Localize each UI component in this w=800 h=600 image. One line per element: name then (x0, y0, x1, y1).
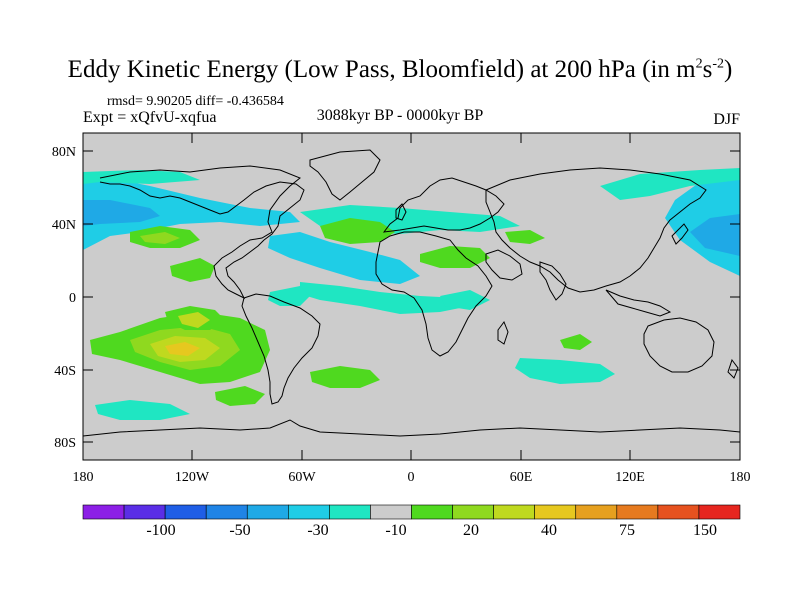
experiment-label: Expt = xQfvU-xqfua (83, 109, 217, 126)
colorbar-box (82, 504, 125, 520)
lon-label-180w: 180 (73, 470, 94, 485)
region-south-pacific-positive-peak (165, 342, 200, 356)
colorbar-boxes (82, 504, 741, 520)
region-north-pacific-core (83, 200, 160, 226)
colorbar-box (452, 504, 494, 520)
colorbar-box (616, 504, 659, 520)
colorbar-box (329, 504, 371, 520)
region-mediterranean-positive (320, 218, 395, 244)
lon-label-120w: 120W (175, 470, 210, 485)
coastline-arabia (485, 249, 523, 281)
lon-label-180e: 180 (730, 470, 751, 485)
anomaly-fields (83, 168, 740, 420)
season-label: DJF (713, 111, 740, 128)
coastline-britain (395, 203, 407, 221)
colorbar-box (411, 504, 453, 520)
coastline-africa (375, 231, 493, 357)
coastline-japan (671, 223, 689, 245)
region-subtropical-pacific-positive (170, 258, 215, 282)
region-east-pacific-negative (268, 286, 310, 306)
region-arabia-positive (505, 230, 545, 244)
lat-label-0: 0 (69, 291, 76, 306)
colorbar-box (205, 504, 248, 520)
colorbar-label-neg50: -50 (229, 522, 250, 539)
colorbar-label-neg30: -30 (307, 522, 328, 539)
colorbar-box (164, 504, 207, 520)
colorbar-label-150: 150 (693, 522, 717, 539)
lat-label-40n: 40N (52, 218, 76, 233)
coastlines (83, 149, 740, 437)
colorbar-box (493, 504, 535, 520)
colorbar-label-neg10: -10 (385, 522, 406, 539)
colorbar-box (534, 504, 577, 520)
region-north-atlantic-positive-core (140, 232, 180, 244)
region-southern-africa-negative (515, 358, 615, 384)
colorbar-box (246, 504, 289, 520)
coastline-antarctica (83, 419, 740, 437)
region-south-atlantic-negative (95, 400, 190, 420)
coastline-europe (382, 177, 505, 233)
region-southern-ocean-positive (215, 386, 265, 406)
lat-label-40s: 40S (54, 364, 76, 379)
colorbar-label-40: 40 (541, 522, 557, 539)
coastline-southeast-asia (605, 289, 672, 317)
coastline-north-america (99, 165, 305, 300)
coastline-australia (643, 317, 715, 373)
colorbar-box (698, 504, 741, 520)
lon-label-120e: 120E (615, 470, 645, 485)
region-tropical-atlantic-negative (300, 282, 470, 314)
colorbar-box (288, 504, 330, 520)
coastline-india (539, 261, 567, 301)
coastline-madagascar (497, 320, 509, 345)
region-arctic-negative (83, 170, 200, 184)
region-north-atlantic-negative (268, 232, 420, 284)
axis-ticks (82, 133, 741, 460)
colorbar-box (123, 504, 166, 520)
colorbar-box (575, 504, 618, 520)
lon-label-0: 0 (408, 470, 415, 485)
lon-label-60w: 60W (288, 470, 316, 485)
colorbar-label-20: 20 (463, 522, 479, 539)
colorbar-label-75: 75 (619, 522, 635, 539)
lat-label-80s: 80S (54, 436, 76, 451)
colorbar-box (370, 504, 412, 520)
period-label: 3088kyr BP - 0000kyr BP (316, 107, 484, 124)
chart-title: Eddy Kinetic Energy (Low Pass, Bloomfiel… (67, 56, 733, 83)
coastline-south-america (241, 293, 321, 405)
stats-line: rmsd= 9.90205 diff= -0.436584 (107, 94, 284, 109)
region-south-atlantic-positive (310, 366, 380, 388)
region-siberia-negative (600, 168, 740, 200)
region-northwest-pacific-core (690, 214, 740, 256)
region-south-america-positive-core (178, 312, 210, 328)
region-south-indian-positive (560, 334, 592, 350)
colorbar-label-neg100: -100 (146, 522, 175, 539)
coastline-new-zealand (727, 358, 739, 379)
lat-label-80n: 80N (52, 145, 76, 160)
lon-label-60e: 60E (510, 470, 533, 485)
colorbar-box (657, 504, 700, 520)
coastline-asia (485, 167, 707, 293)
coastline-greenland (309, 149, 381, 201)
